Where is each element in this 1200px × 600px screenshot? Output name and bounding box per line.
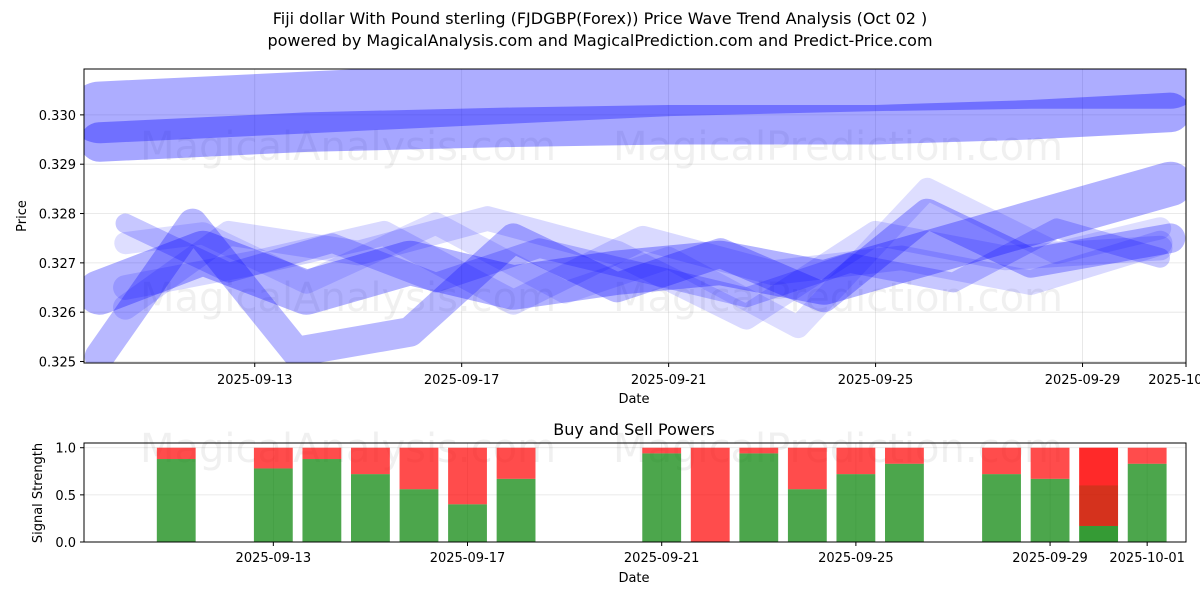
price-x-axis-label: Date [618,392,649,407]
sell-bar [885,447,924,464]
sell-bar [982,447,1021,475]
sell-bar [690,447,730,542]
sell-bar [1079,447,1119,526]
buy-bar [351,474,390,542]
watermark-text: MagicalAnalysis.com [140,124,556,170]
sell-bar [739,447,779,454]
sell-bar [1030,447,1070,479]
power-x-tick-label: 2025-09-17 [430,551,506,566]
price-wave-series [84,161,1186,315]
price-y-tick-label: 0.325 [39,356,76,371]
power-x-tick-label: 2025-09-29 [1012,551,1088,566]
price-y-tick-label: 0.330 [39,109,76,124]
power-bars [156,447,1167,542]
chart-title-line-1: Fiji dollar With Pound sterling (FJDGBP(… [272,9,928,28]
price-y-tick-label: 0.327 [39,257,76,272]
watermark-text: MagicalAnalysis.com [140,426,556,472]
buy-bar [399,489,439,542]
buy-bar [253,468,293,542]
price-wave-series [84,198,1186,363]
price-y-axis-label: Price [15,200,30,232]
price-wave-series [114,177,1172,339]
buy-bar [1079,485,1119,542]
price-x-tick-label: 2025-09-21 [631,373,707,388]
sell-bar [448,447,487,505]
sell-bar [1079,447,1119,526]
sell-bar [351,447,390,475]
price-axes-frame [83,68,1187,364]
price-waves [84,69,1186,363]
buy-bar [448,504,487,542]
buy-bar [1127,463,1167,542]
sell-bar [302,447,342,460]
power-x-ticks: 2025-09-13 2025-09-17 2025-09-21 2025-09-25… [236,542,1185,566]
buy-bar [836,474,876,542]
buy-bar [1030,478,1070,542]
power-x-tick-label: 2025-09-21 [624,551,700,566]
power-y-tick-label: 0.5 [55,489,76,504]
price-x-tick-label: 2025-09-25 [838,373,914,388]
watermark-text: MagicalAnalysis.com [140,275,556,321]
price-y-tick-label: 0.326 [39,306,76,321]
power-x-tick-label: 2025-09-25 [818,551,894,566]
power-x-axis-label: Date [618,571,649,586]
buy-bar [302,459,342,542]
price-wave-series [84,92,1186,162]
power-chart-title: Buy and Sell Powers [553,420,715,439]
buy-bar [496,478,536,542]
sell-bar [156,447,196,460]
buy-bar [739,453,779,542]
buy-bar [787,489,827,542]
watermark-text: MagicalPrediction.com [613,124,1063,170]
sell-bar [253,447,293,469]
sell-bar [787,447,827,490]
buy-bar [885,463,924,542]
sell-bar [836,447,876,475]
power-y-tick-label: 0.0 [55,536,76,551]
power-y-ticks: 0.0 0.5 1.0 [55,442,84,551]
price-wave-series [113,220,1173,315]
price-wave-series [113,206,1173,330]
power-x-tick-label: 2025-09-13 [236,551,312,566]
price-wave-series [115,213,1170,308]
price-x-tick-label: 2025-09-13 [217,373,293,388]
sell-bar [496,447,536,479]
price-panel: MagicalAnalysis.com MagicalPrediction.co… [15,68,1200,407]
sell-bar [399,447,439,490]
price-x-ticks: 2025-09-13 2025-09-17 2025-09-21 2025-09-25… [217,363,1200,388]
price-grid [84,69,1187,363]
sell-bar [642,447,682,454]
price-watermarks: MagicalAnalysis.com MagicalPrediction.co… [140,124,1063,321]
sell-bar [1127,447,1167,464]
buy-bar [156,459,196,542]
power-y-tick-label: 1.0 [55,442,76,457]
power-axes-frame [83,442,1187,543]
price-wave-series [84,69,1186,144]
buy-bar [982,474,1021,542]
buy-bar [642,453,682,542]
power-y-axis-label: Signal Strength [31,443,46,543]
price-y-ticks: 0.325 0.326 0.327 0.328 0.329 0.330 [39,109,84,371]
price-y-tick-label: 0.329 [39,158,76,173]
price-x-tick-label: 2025-09-17 [424,373,500,388]
watermark-text: MagicalPrediction.com [613,275,1063,321]
power-x-tick-label: 2025-10-01 [1109,551,1185,566]
chart-title-line-2: powered by MagicalAnalysis.com and Magic… [267,31,933,50]
buy-bar [1079,525,1119,542]
price-wave-group [84,69,1186,363]
price-y-tick-label: 0.328 [39,208,76,223]
price-x-tick-label: 2025-09-29 [1045,373,1121,388]
price-x-tick-label: 2025-10-01 [1148,373,1200,388]
power-panel: Buy and Sell Powers MagicalAnalysis.com … [31,420,1187,586]
